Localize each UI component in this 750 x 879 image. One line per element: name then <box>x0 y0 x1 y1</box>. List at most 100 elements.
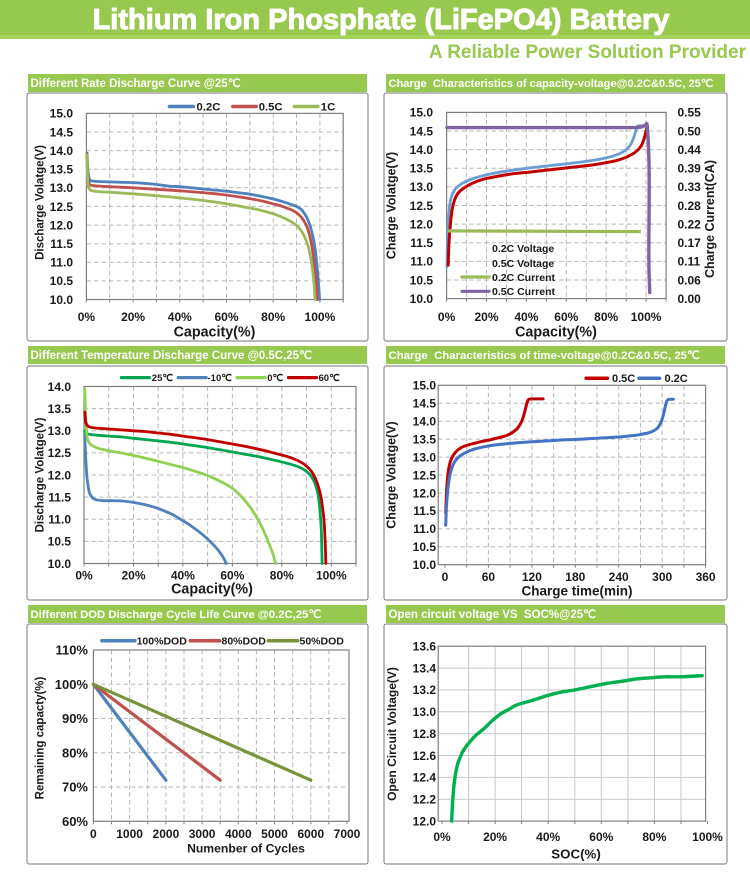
svg-text:20%: 20% <box>474 310 498 324</box>
svg-text:40%: 40% <box>168 310 192 324</box>
svg-text:0.28: 0.28 <box>678 199 702 213</box>
svg-text:11.0: 11.0 <box>50 256 73 270</box>
svg-text:13.0: 13.0 <box>413 450 437 464</box>
svg-text:80%DOD: 80%DOD <box>222 636 267 648</box>
svg-text:5000: 5000 <box>261 827 288 841</box>
svg-text:15.0: 15.0 <box>413 379 437 393</box>
svg-text:10.5: 10.5 <box>50 274 74 288</box>
svg-text:12.2: 12.2 <box>413 793 437 807</box>
svg-text:14.0: 14.0 <box>48 380 72 394</box>
svg-text:100%: 100% <box>316 569 347 583</box>
svg-text:7000: 7000 <box>334 827 361 841</box>
svg-text:Charge Characteristics of cap: Charge Characteristics of capacity-volta… <box>389 78 714 90</box>
svg-text:14.5: 14.5 <box>50 125 74 139</box>
svg-text:60%: 60% <box>554 310 578 324</box>
svg-text:12.6: 12.6 <box>413 749 437 763</box>
svg-text:14.5: 14.5 <box>413 397 437 411</box>
svg-text:13.5: 13.5 <box>48 402 72 416</box>
svg-text:60%: 60% <box>220 569 244 583</box>
svg-text:70%: 70% <box>62 780 88 795</box>
svg-text:0.5C Voltage: 0.5C Voltage <box>492 258 554 270</box>
svg-text:40%: 40% <box>171 569 195 583</box>
svg-text:0.5C Current: 0.5C Current <box>492 286 556 298</box>
svg-text:12.5: 12.5 <box>50 200 74 214</box>
svg-text:100%: 100% <box>631 310 662 324</box>
svg-text:Charge time(min): Charge time(min) <box>521 584 632 599</box>
svg-text:14.0: 14.0 <box>410 143 434 157</box>
svg-text:Different Rate Discharge Curve: Different Rate Discharge Curve @25℃ <box>31 77 241 90</box>
svg-text:300: 300 <box>652 570 672 584</box>
svg-text:Charge Volatge(V): Charge Volatge(V) <box>385 421 399 528</box>
svg-text:0: 0 <box>90 827 97 841</box>
svg-text:Lithium Iron Phosphate (LiFePO: Lithium Iron Phosphate (LiFePO4) Battery <box>93 4 670 36</box>
svg-text:80%: 80% <box>270 569 294 583</box>
svg-text:10.0: 10.0 <box>413 558 437 572</box>
svg-text:240: 240 <box>609 570 629 584</box>
svg-text:40%: 40% <box>514 310 538 324</box>
svg-text:40%: 40% <box>536 830 560 844</box>
svg-text:0.06: 0.06 <box>678 273 702 287</box>
svg-text:4000: 4000 <box>225 827 252 841</box>
svg-text:Numenber of Cycles: Numenber of Cycles <box>187 842 305 856</box>
svg-text:Open Circuit Voltage(V): Open Circuit Voltage(V) <box>385 667 399 801</box>
svg-text:Charge Characteristics of tim: Charge Characteristics of time-voltage@0… <box>389 350 700 362</box>
svg-text:80%: 80% <box>594 310 618 324</box>
svg-text:20%: 20% <box>483 830 507 844</box>
svg-text:SOC(%): SOC(%) <box>551 847 601 862</box>
svg-text:12.5: 12.5 <box>413 468 437 482</box>
svg-text:0.44: 0.44 <box>678 143 702 157</box>
svg-text:0.55: 0.55 <box>678 106 702 120</box>
svg-text:11.0: 11.0 <box>410 255 433 269</box>
svg-text:Charge Current(CA): Charge Current(CA) <box>703 160 717 278</box>
svg-text:13.0: 13.0 <box>413 705 437 719</box>
svg-text:12.0: 12.0 <box>48 468 72 482</box>
svg-text:12.0: 12.0 <box>50 218 74 232</box>
svg-text:13.5: 13.5 <box>50 163 74 177</box>
svg-text:13.0: 13.0 <box>50 181 74 195</box>
svg-text:0%: 0% <box>75 569 93 583</box>
svg-text:0%: 0% <box>433 830 451 844</box>
svg-text:11.5: 11.5 <box>413 504 436 518</box>
svg-text:12.5: 12.5 <box>48 446 72 460</box>
svg-text:14.0: 14.0 <box>50 144 74 158</box>
svg-text:110%: 110% <box>55 643 88 658</box>
svg-text:12.5: 12.5 <box>410 199 434 213</box>
svg-text:60: 60 <box>482 570 496 584</box>
svg-text:80%: 80% <box>642 830 666 844</box>
svg-text:6000: 6000 <box>297 827 324 841</box>
svg-text:120: 120 <box>522 570 542 584</box>
svg-text:3000: 3000 <box>189 827 216 841</box>
svg-text:Discharge Volatge(V): Discharge Volatge(V) <box>35 145 47 260</box>
svg-text:25℃: 25℃ <box>152 373 174 384</box>
svg-text:13.4: 13.4 <box>413 661 437 675</box>
svg-text:13.5: 13.5 <box>410 162 434 176</box>
svg-text:11.0: 11.0 <box>48 513 71 527</box>
svg-text:80%: 80% <box>261 310 285 324</box>
svg-text:13.5: 13.5 <box>413 432 437 446</box>
svg-text:A Reliable Power Solution Prov: A Reliable Power Solution Provider <box>429 42 747 63</box>
svg-text:10.5: 10.5 <box>413 540 437 554</box>
svg-text:0.2C Current: 0.2C Current <box>492 272 556 284</box>
svg-text:0%: 0% <box>438 310 456 324</box>
svg-text:14.0: 14.0 <box>413 415 437 429</box>
svg-text:13.0: 13.0 <box>48 424 72 438</box>
svg-text:12.8: 12.8 <box>413 727 437 741</box>
svg-text:12.4: 12.4 <box>413 771 437 785</box>
svg-text:180: 180 <box>565 570 585 584</box>
svg-text:13.2: 13.2 <box>413 683 437 697</box>
svg-text:11.0: 11.0 <box>413 522 436 536</box>
svg-text:20%: 20% <box>121 310 145 324</box>
svg-text:0%: 0% <box>78 310 96 324</box>
svg-text:Remaining capacty(%): Remaining capacty(%) <box>35 676 47 799</box>
svg-text:0.00: 0.00 <box>678 292 702 306</box>
svg-text:100%: 100% <box>305 310 336 324</box>
svg-text:0.5C: 0.5C <box>259 102 283 114</box>
svg-text:90%: 90% <box>62 711 88 726</box>
svg-text:60%: 60% <box>62 814 88 829</box>
svg-text:10.0: 10.0 <box>410 292 434 306</box>
svg-text:Discharge Volatge(V): Discharge Volatge(V) <box>35 417 47 532</box>
svg-text:15.0: 15.0 <box>410 106 434 120</box>
svg-text:Different DOD Discharge Cycle: Different DOD Discharge Cycle Life Curve… <box>31 609 322 621</box>
svg-text:0.2C: 0.2C <box>665 373 688 385</box>
svg-text:11.5: 11.5 <box>50 237 73 251</box>
